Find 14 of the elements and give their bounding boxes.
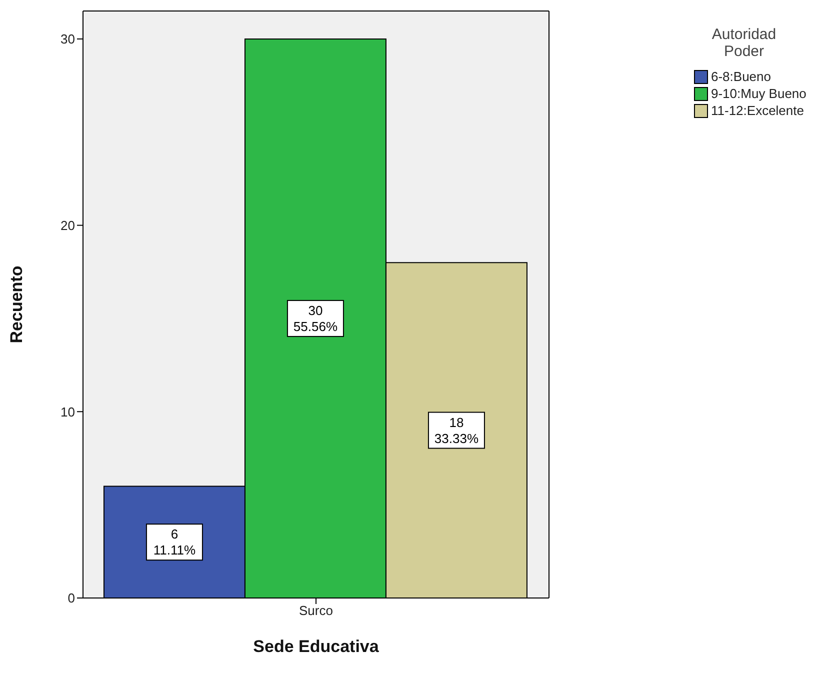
legend-label: 6-8:Bueno	[711, 69, 771, 84]
data-label: 18 33.33%	[434, 414, 479, 446]
data-label: 30 55.56%	[293, 302, 338, 334]
y-tick-label: 30	[60, 32, 75, 47]
y-tick-label: 10	[60, 404, 75, 420]
x-tick-label: Surco	[299, 603, 333, 618]
y-tick-label: 20	[60, 218, 75, 233]
y-axis-title: Recuento	[7, 266, 26, 344]
legend-label: 11-12:Excelente	[711, 103, 804, 118]
x-axis-title: Sede Educativa	[253, 637, 380, 656]
legend-label: 9-10:Muy Bueno	[711, 86, 806, 101]
legend-title: Autoridad Poder	[710, 26, 778, 60]
data-label: 6 11.11%	[153, 526, 196, 558]
y-tick-label: 0	[68, 590, 75, 606]
